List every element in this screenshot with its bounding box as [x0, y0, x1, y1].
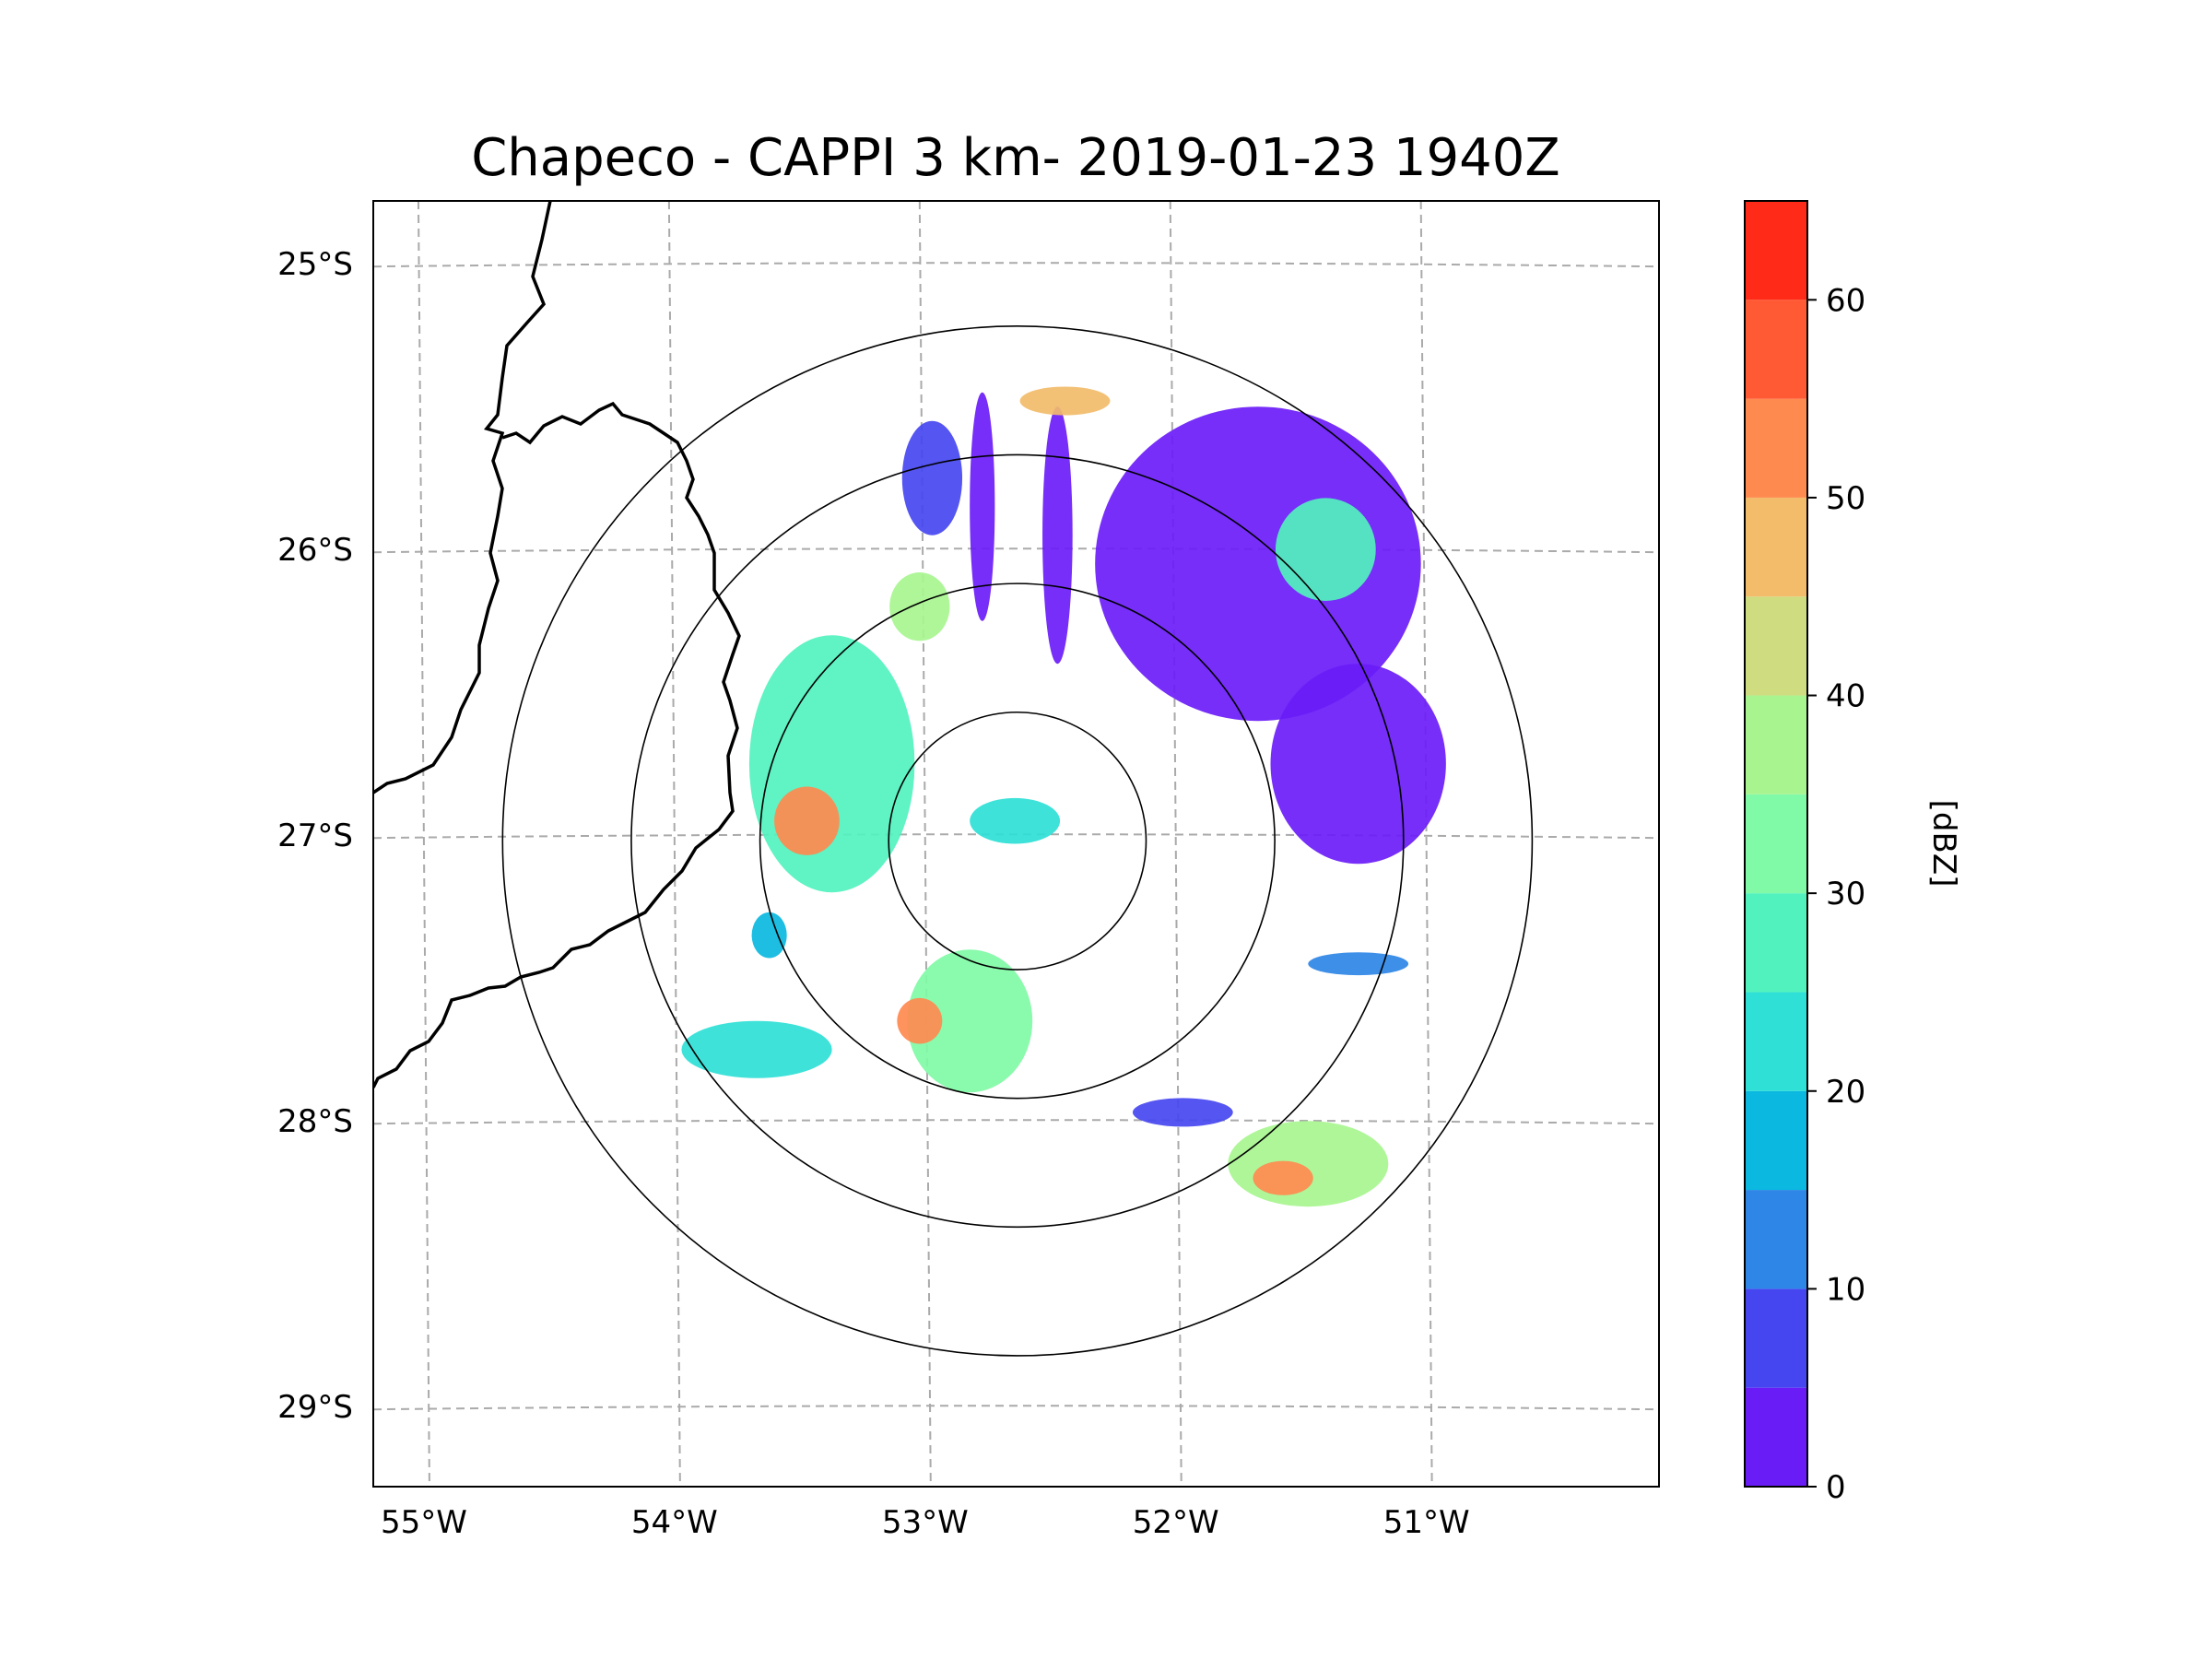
range-ring-50km [888, 711, 1147, 971]
colorbar-tick-label: 20 [1826, 1074, 1865, 1111]
lat-tick-labels: 25°S 26°S 27°S 28°S 29°S [277, 246, 353, 1426]
colorbar-bin [1745, 1090, 1807, 1191]
colorbar-tick-label: 10 [1826, 1271, 1865, 1308]
echo-northeast-field [1095, 406, 1421, 722]
echo-east-field [1270, 664, 1446, 865]
colorbar-frame [1744, 200, 1808, 1488]
colorbar-bin [1745, 300, 1807, 399]
colorbar-bin [1745, 398, 1807, 498]
lat-tick-label: 26°S [277, 532, 353, 569]
echo-north-band-1 [901, 420, 963, 535]
colorbar-tick-label: 0 [1826, 1469, 1846, 1506]
reflectivity-field [681, 386, 1446, 1207]
grid-meridian [1419, 201, 1433, 1487]
colorbar-bin [1745, 1288, 1807, 1388]
echo-southeast-cell [1228, 1121, 1389, 1207]
lon-tick-labels: 55°W 54°W 53°W 52°W 51°W [381, 1504, 1470, 1541]
colorbar-tick-label: 50 [1826, 480, 1865, 517]
echo-southeast-core [1253, 1160, 1313, 1195]
map-background [373, 201, 1659, 1487]
colorbar-bin [1745, 596, 1807, 696]
lat-tick-label: 27°S [277, 818, 353, 854]
colorbar-bin [1745, 695, 1807, 794]
echo-north-band-2 [970, 392, 995, 621]
lon-tick-label: 51°W [1383, 1504, 1470, 1541]
echo-east-streak [1308, 952, 1409, 976]
echo-near-range-clutter [970, 797, 1061, 844]
country-border [373, 201, 552, 794]
colorbar-tick-label: 40 [1826, 678, 1865, 715]
grid-parallel [373, 547, 1659, 554]
echo-south-streak [1132, 1098, 1233, 1127]
lon-tick-label: 52°W [1133, 1504, 1219, 1541]
echo-south-cell [907, 949, 1033, 1093]
echo-northeast-edge [1275, 498, 1376, 601]
echo-north-band-3 [1042, 406, 1073, 665]
colorbar-bin [1745, 794, 1807, 894]
map-frame [372, 200, 1660, 1488]
grid-meridian [1169, 201, 1182, 1487]
colorbar: 0 10 20 30 40 50 60 [1744, 200, 1865, 1506]
grid-meridian [918, 201, 932, 1487]
lat-tick-label: 29°S [277, 1389, 353, 1426]
state-border-paraguay [373, 401, 741, 1088]
grid-meridian [417, 201, 430, 1487]
colorbar-bin [1745, 1190, 1807, 1289]
lon-tick-label: 54°W [631, 1504, 718, 1541]
colorbar-tick-label: 60 [1826, 282, 1865, 319]
lat-tick-label: 28°S [277, 1103, 353, 1140]
colorbar-bin [1745, 992, 1807, 1091]
echo-northwest-cell [889, 572, 950, 641]
lon-tick-label: 53°W [882, 1504, 969, 1541]
grid-parallel [373, 1405, 1659, 1411]
echo-southwest-spot [751, 912, 787, 959]
range-rings [501, 325, 1534, 1357]
chart-title: Chapeco - CAPPI 3 km- 2019-01-23 1940Z [471, 128, 1560, 188]
colorbar-label: [dBZ] [1925, 800, 1962, 888]
grid-parallel [373, 262, 1659, 268]
colorbar-bin [1745, 497, 1807, 597]
echo-north-top-cell [1019, 386, 1111, 416]
echo-west-cell-core [774, 786, 840, 855]
colorbar-tick-label: 30 [1826, 876, 1865, 912]
colorbar-bin [1745, 1387, 1807, 1487]
colorbar-bin [1745, 201, 1807, 300]
echo-south-cell-core [897, 997, 943, 1044]
lat-tick-label: 25°S [277, 246, 353, 283]
range-ring-200km [501, 325, 1534, 1357]
colorbar-bin [1745, 893, 1807, 993]
range-ring-150km [630, 453, 1405, 1229]
lon-tick-label: 55°W [381, 1504, 467, 1541]
political-borders [373, 201, 741, 1088]
range-ring-100km [759, 582, 1276, 1100]
grid-meridian [667, 201, 681, 1487]
echo-southwest-band [681, 1020, 832, 1078]
grid-parallel [373, 1119, 1659, 1125]
